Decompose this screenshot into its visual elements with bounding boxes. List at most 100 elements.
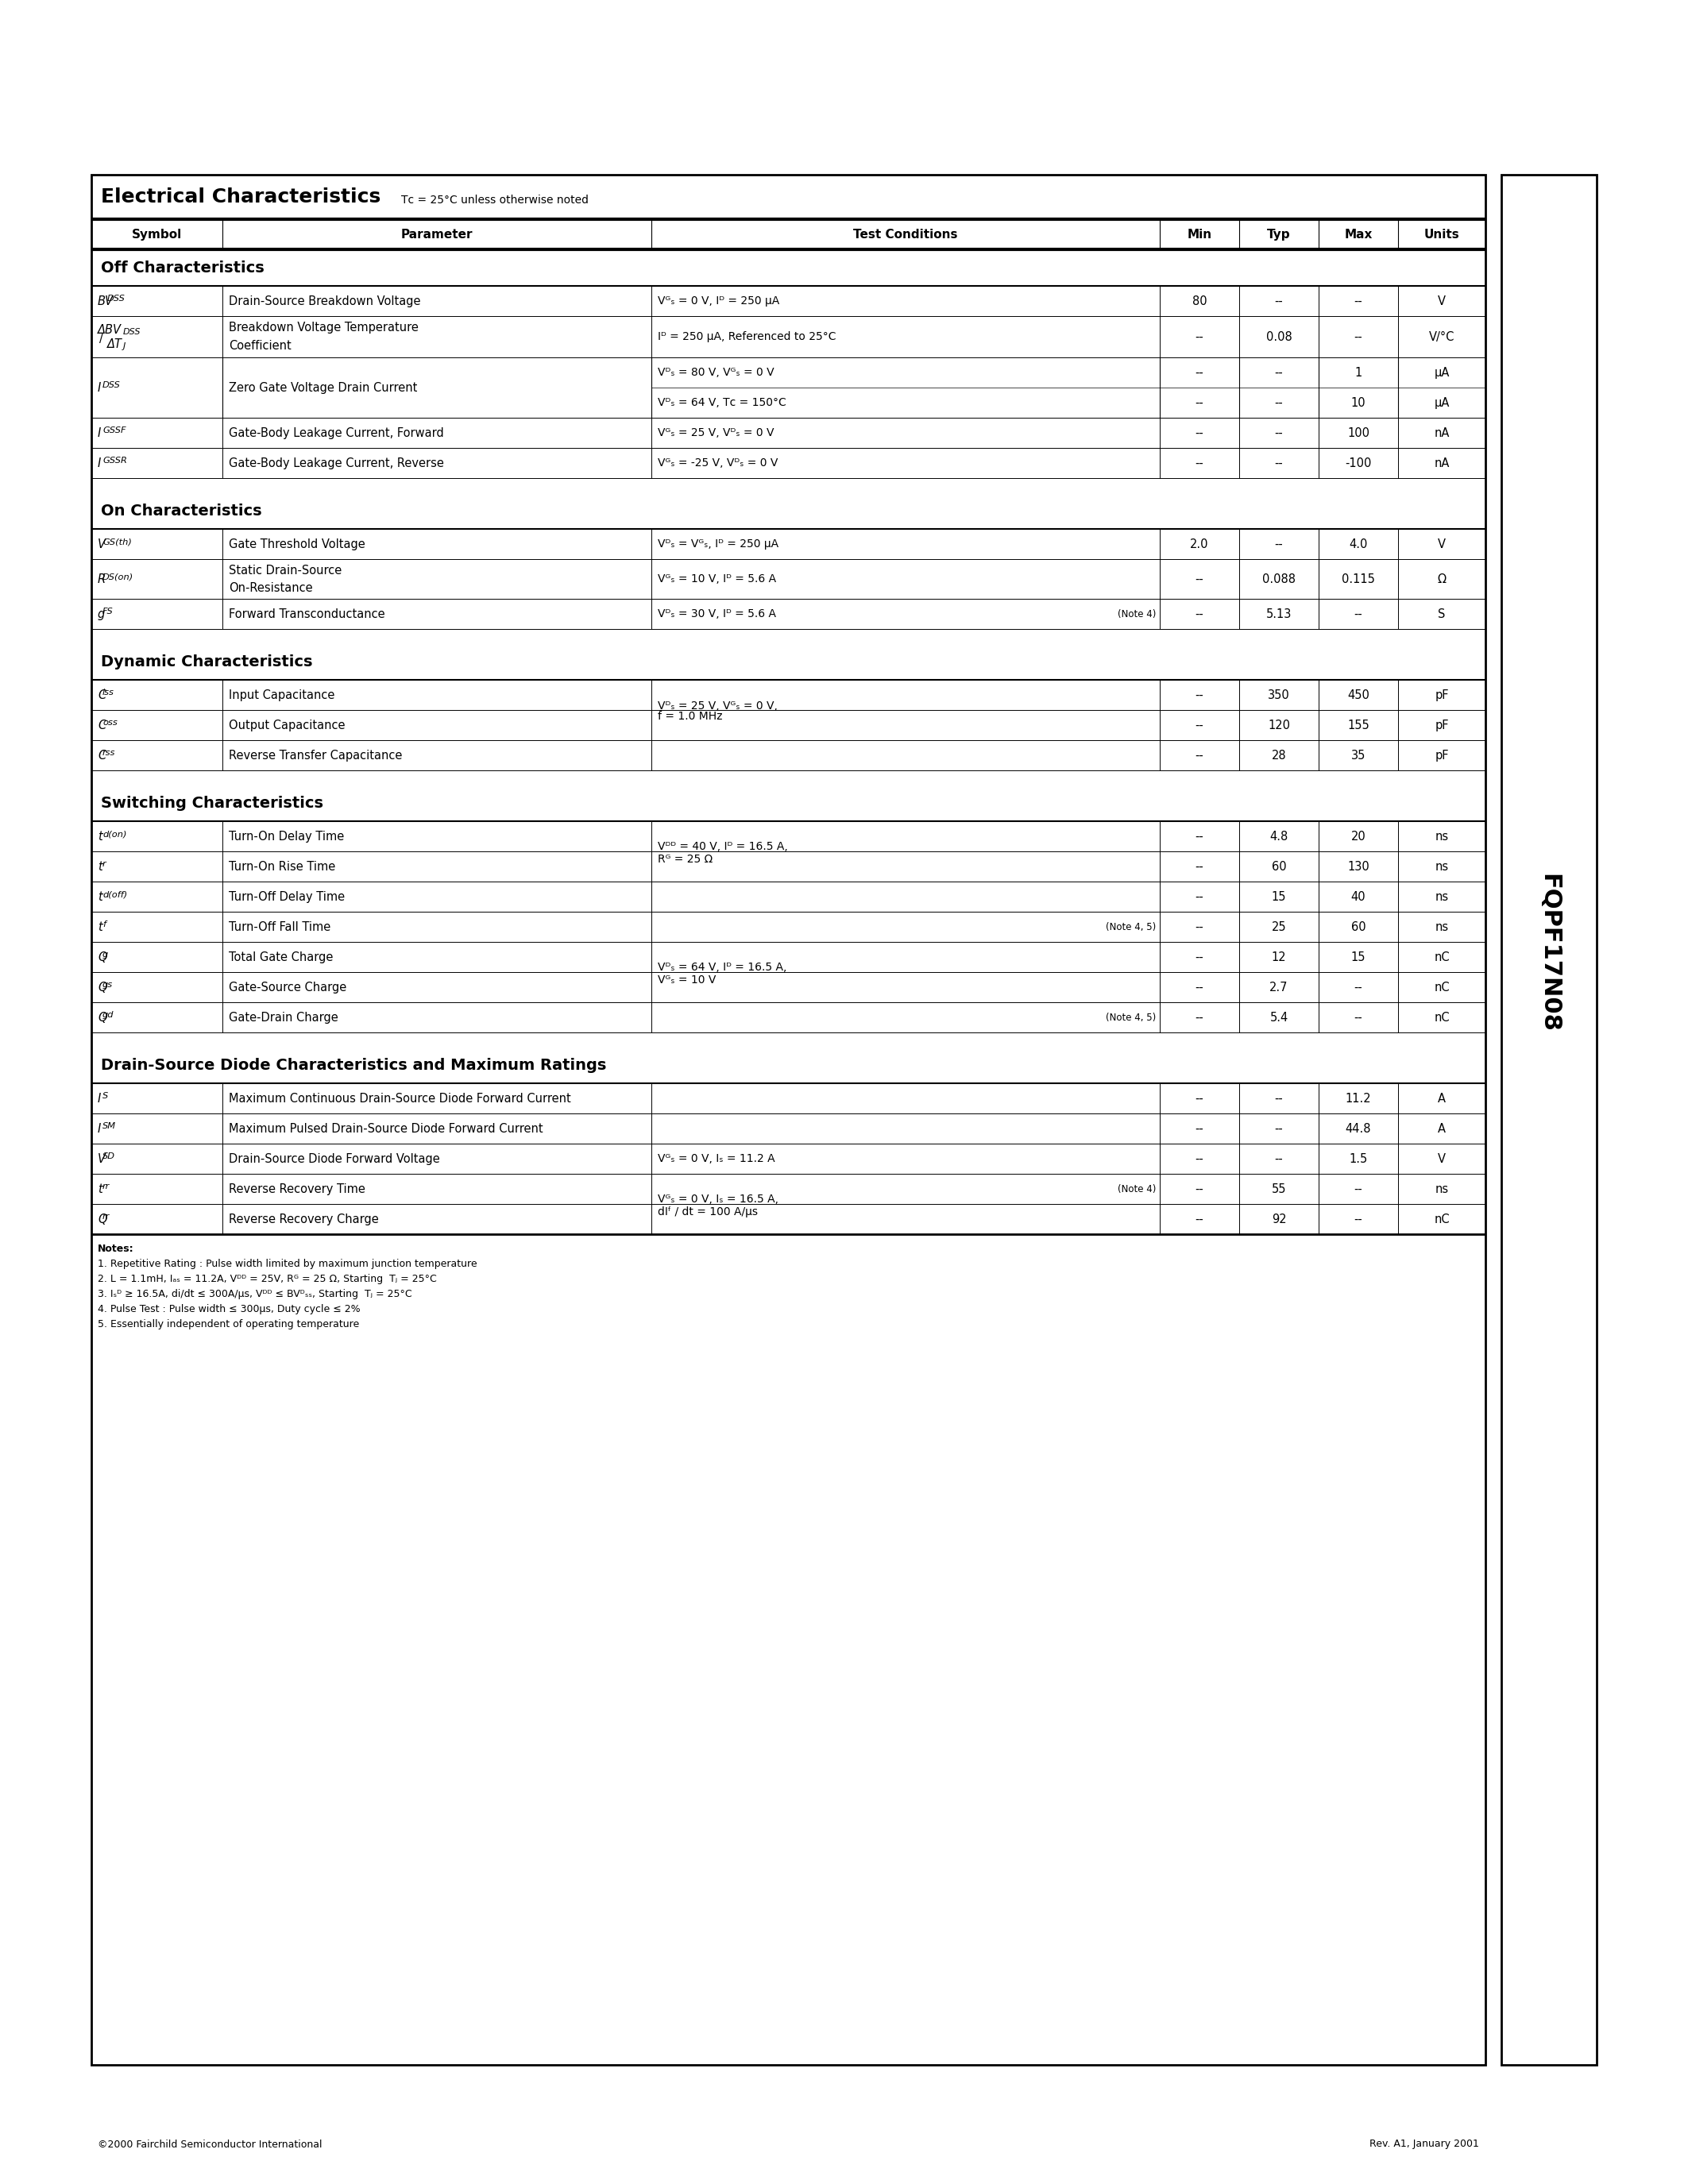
Text: r: r: [103, 860, 106, 867]
Text: 155: 155: [1347, 719, 1369, 732]
Text: t: t: [98, 830, 103, 843]
Text: 60: 60: [1271, 860, 1286, 871]
Text: 4.0: 4.0: [1349, 537, 1367, 550]
Text: pF: pF: [1435, 688, 1448, 701]
Text: 1. Repetitive Rating : Pulse width limited by maximum junction temperature: 1. Repetitive Rating : Pulse width limit…: [98, 1258, 478, 1269]
Text: 20: 20: [1350, 830, 1366, 843]
Text: Units: Units: [1425, 229, 1460, 240]
Text: --: --: [1195, 749, 1204, 762]
Text: ns: ns: [1435, 830, 1448, 843]
Text: μA: μA: [1435, 397, 1450, 408]
Text: 10: 10: [1350, 397, 1366, 408]
Text: 0.08: 0.08: [1266, 330, 1291, 343]
Text: d(on): d(on): [103, 830, 127, 839]
Text: FS: FS: [103, 607, 113, 616]
Text: Vᴳₛ = 0 V, Iᴰ = 250 μA: Vᴳₛ = 0 V, Iᴰ = 250 μA: [658, 295, 780, 306]
Text: Gate Threshold Voltage: Gate Threshold Voltage: [230, 537, 365, 550]
Text: nA: nA: [1435, 426, 1450, 439]
Text: Reverse Transfer Capacitance: Reverse Transfer Capacitance: [230, 749, 402, 762]
Text: ns: ns: [1435, 891, 1448, 902]
Text: Breakdown Voltage Temperature: Breakdown Voltage Temperature: [230, 321, 419, 334]
Text: 350: 350: [1268, 688, 1290, 701]
Text: Gate-Source Charge: Gate-Source Charge: [230, 981, 346, 994]
Text: --: --: [1354, 330, 1362, 343]
Text: 5.4: 5.4: [1269, 1011, 1288, 1024]
Text: (Note 4): (Note 4): [1117, 1184, 1156, 1195]
Text: S: S: [1438, 607, 1445, 620]
Text: SD: SD: [103, 1153, 115, 1160]
Text: Ω: Ω: [1438, 572, 1447, 585]
Text: Q: Q: [98, 981, 106, 994]
Text: Switching Characteristics: Switching Characteristics: [101, 795, 324, 810]
Text: ns: ns: [1435, 1184, 1448, 1195]
Text: rss: rss: [103, 749, 115, 758]
Text: nC: nC: [1435, 1212, 1450, 1225]
Text: nC: nC: [1435, 1011, 1450, 1024]
Text: Typ: Typ: [1268, 229, 1291, 240]
Text: 4. Pulse Test : Pulse width ≤ 300μs, Duty cycle ≤ 2%: 4. Pulse Test : Pulse width ≤ 300μs, Dut…: [98, 1304, 360, 1315]
Text: --: --: [1195, 860, 1204, 871]
Text: Iᴰ = 250 μA, Referenced to 25°C: Iᴰ = 250 μA, Referenced to 25°C: [658, 332, 836, 343]
Text: V: V: [1438, 295, 1445, 308]
Text: V: V: [98, 537, 106, 550]
Text: Vᴳₛ = 25 V, Vᴰₛ = 0 V: Vᴳₛ = 25 V, Vᴰₛ = 0 V: [658, 428, 775, 439]
Text: ΔBV: ΔBV: [98, 323, 122, 336]
Text: --: --: [1195, 367, 1204, 378]
Bar: [1501, 175, 1597, 2064]
Text: μA: μA: [1435, 367, 1450, 378]
Text: (Note 4, 5): (Note 4, 5): [1106, 1011, 1156, 1022]
Text: --: --: [1195, 719, 1204, 732]
Text: --: --: [1274, 1092, 1283, 1105]
Text: Rev. A1, January 2001: Rev. A1, January 2001: [1369, 2138, 1479, 2149]
Text: Vᴰₛ = Vᴳₛ, Iᴰ = 250 μA: Vᴰₛ = Vᴳₛ, Iᴰ = 250 μA: [658, 539, 778, 550]
Bar: [91, 175, 1485, 2064]
Text: rr: rr: [103, 1212, 110, 1221]
Text: Vᴰₛ = 80 V, Vᴳₛ = 0 V: Vᴰₛ = 80 V, Vᴳₛ = 0 V: [658, 367, 775, 378]
Text: 25: 25: [1271, 922, 1286, 933]
Text: Reverse Recovery Time: Reverse Recovery Time: [230, 1184, 365, 1195]
Text: Vᴳₛ = 10 V: Vᴳₛ = 10 V: [658, 974, 716, 985]
Text: --: --: [1354, 981, 1362, 994]
Text: --: --: [1274, 367, 1283, 378]
Text: Vᴰₛ = 25 V, Vᴳₛ = 0 V,: Vᴰₛ = 25 V, Vᴳₛ = 0 V,: [658, 701, 778, 712]
Text: V/°C: V/°C: [1428, 330, 1455, 343]
Text: --: --: [1195, 1184, 1204, 1195]
Text: 11.2: 11.2: [1345, 1092, 1371, 1105]
Text: Input Capacitance: Input Capacitance: [230, 688, 334, 701]
Text: Gate-Drain Charge: Gate-Drain Charge: [230, 1011, 338, 1024]
Text: Test Conditions: Test Conditions: [854, 229, 957, 240]
Text: rr: rr: [103, 1182, 110, 1190]
Text: --: --: [1354, 295, 1362, 308]
Text: 5. Essentially independent of operating temperature: 5. Essentially independent of operating …: [98, 1319, 360, 1330]
Text: Static Drain-Source: Static Drain-Source: [230, 563, 341, 577]
Text: ns: ns: [1435, 860, 1448, 871]
Text: Symbol: Symbol: [132, 229, 182, 240]
Text: A: A: [1438, 1092, 1445, 1105]
Text: --: --: [1195, 1092, 1204, 1105]
Text: Vᴳₛ = 0 V, Iₛ = 16.5 A,: Vᴳₛ = 0 V, Iₛ = 16.5 A,: [658, 1195, 778, 1206]
Text: V: V: [1438, 1153, 1445, 1164]
Text: Notes:: Notes:: [98, 1243, 133, 1254]
Text: 1: 1: [1355, 367, 1362, 378]
Text: Vᴰₛ = 30 V, Iᴰ = 5.6 A: Vᴰₛ = 30 V, Iᴰ = 5.6 A: [658, 609, 776, 620]
Text: 80: 80: [1192, 295, 1207, 308]
Text: 4.8: 4.8: [1269, 830, 1288, 843]
Text: R: R: [98, 572, 106, 585]
Text: 15: 15: [1350, 950, 1366, 963]
Text: --: --: [1195, 1212, 1204, 1225]
Text: C: C: [98, 719, 106, 732]
Text: C: C: [98, 688, 106, 701]
Text: --: --: [1195, 456, 1204, 470]
Text: 0.088: 0.088: [1263, 572, 1296, 585]
Text: Q: Q: [98, 1212, 106, 1225]
Text: S: S: [103, 1092, 108, 1101]
Text: pF: pF: [1435, 719, 1448, 732]
Text: --: --: [1195, 830, 1204, 843]
Text: Reverse Recovery Charge: Reverse Recovery Charge: [230, 1212, 378, 1225]
Text: oss: oss: [103, 719, 118, 727]
Text: t: t: [98, 922, 103, 933]
Text: ns: ns: [1435, 922, 1448, 933]
Text: BV: BV: [98, 295, 113, 308]
Text: Drain-Source Diode Characteristics and Maximum Ratings: Drain-Source Diode Characteristics and M…: [101, 1057, 606, 1072]
Text: --: --: [1195, 572, 1204, 585]
